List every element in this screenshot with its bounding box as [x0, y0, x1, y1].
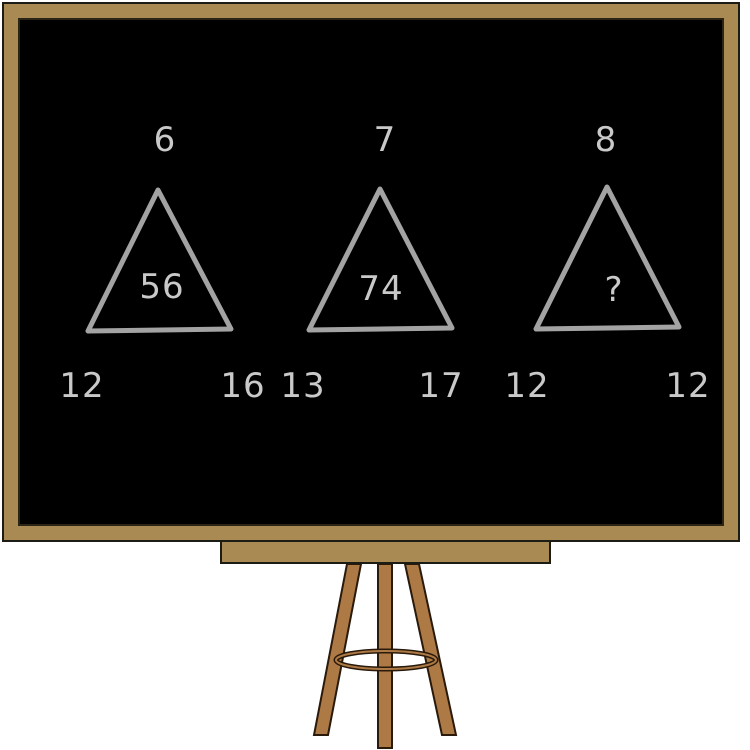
triangle-2	[306, 186, 455, 333]
triangle-1-left-number: 12	[59, 366, 105, 406]
chalkboard-frame	[2, 2, 740, 542]
triangle-3-top-number: 8	[594, 120, 618, 160]
chalkboard	[18, 18, 724, 526]
triangle-1-right-number: 16	[220, 366, 266, 406]
triangle-1-top-number: 6	[153, 120, 177, 160]
triangle-3-right-number: 12	[665, 366, 711, 406]
triangle-2-right-number: 17	[418, 366, 464, 406]
chalk-tray	[220, 540, 551, 564]
triangle-3-left-number: 12	[504, 366, 550, 406]
triangle-3-center-question: ?	[604, 270, 624, 310]
triangle-1	[85, 187, 234, 334]
triangle-3	[533, 184, 682, 332]
triangle-1-center-number: 56	[139, 267, 185, 307]
triangle-2-center-number: 74	[358, 269, 404, 309]
triangle-2-left-number: 13	[280, 366, 326, 406]
triangle-2-top-number: 7	[373, 120, 397, 160]
